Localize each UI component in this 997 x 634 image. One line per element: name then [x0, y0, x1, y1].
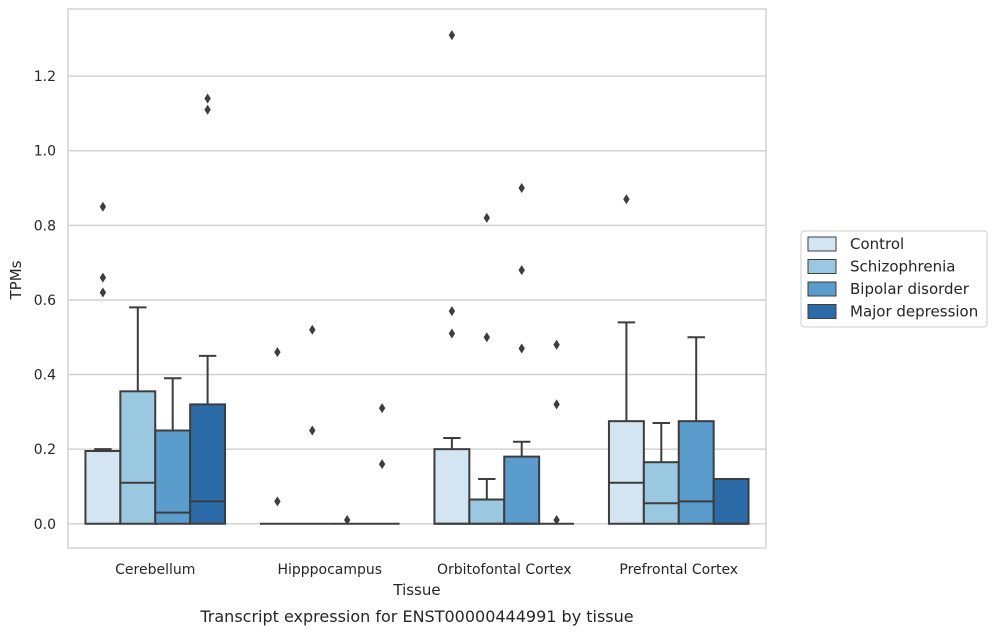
x-tick-label: Cerebellum: [115, 562, 195, 578]
outlier-point: [274, 496, 281, 507]
plot-frame: [67, 8, 767, 549]
box-bipolar-disorder: [329, 515, 365, 526]
x-axis-label: Tissue: [392, 581, 440, 599]
box-body: [468, 498, 506, 525]
box-body: [84, 450, 122, 525]
x-tick-labels: Cerebellum Hipppocampus Orbitofontal Corte…: [115, 562, 738, 578]
box-body: [677, 420, 715, 525]
outlier-point: [448, 328, 456, 339]
box-control: [259, 347, 295, 525]
box-body: [119, 390, 157, 525]
box-body: [189, 403, 227, 525]
box-control: [433, 30, 471, 525]
box-bipolar-disorder: [677, 336, 715, 525]
outlier-point: [518, 183, 525, 194]
legend-label: Bipolar disorder: [850, 280, 970, 298]
outlier-point: [309, 425, 316, 436]
outlier-point: [344, 515, 351, 526]
box-bipolar-disorder: [154, 377, 192, 525]
y-tick-label: 1.0: [34, 144, 56, 160]
y-tick-labels: 0.0 0.2 0.4 0.6 0.8 1.0 1.2: [34, 69, 56, 533]
legend-label: Control: [850, 235, 904, 253]
legend-frame: [800, 230, 988, 328]
box-major-depression: [539, 339, 575, 526]
y-tick-label: 0.4: [34, 368, 56, 384]
outlier-point: [553, 515, 560, 526]
outlier-point: [553, 339, 560, 350]
box-major-depression: [364, 403, 400, 525]
outlier-point: [204, 93, 211, 104]
outlier-point: [448, 30, 456, 41]
box-schizophrenia: [642, 422, 680, 525]
outlier-point: [448, 306, 456, 317]
legend-swatch: [807, 259, 837, 274]
outlier-point: [623, 194, 630, 205]
y-tick-label: 0.6: [34, 293, 56, 309]
y-tick-label: 0.2: [34, 442, 56, 458]
legend-label: Schizophrenia: [850, 258, 955, 276]
box-body: [712, 477, 750, 525]
x-tick-label: Hipppocampus: [277, 562, 382, 578]
box-schizophrenia: [119, 306, 157, 525]
outlier-point: [309, 324, 316, 335]
box-bipolar-disorder: [503, 183, 541, 525]
outlier-point: [518, 343, 525, 354]
outlier-point: [483, 212, 490, 223]
outlier-point: [518, 265, 525, 276]
y-tick-label: 1.2: [34, 69, 56, 85]
box-major-depression: [712, 477, 750, 525]
y-tick-label: 0.0: [34, 517, 56, 533]
box-control: [84, 201, 122, 525]
legend-swatch: [807, 236, 837, 252]
y-tick-label: 0.8: [34, 218, 56, 234]
legend-swatch: [807, 281, 837, 297]
box-plot-marks: [84, 30, 750, 526]
box-body: [433, 448, 471, 525]
outlier-point: [483, 332, 490, 343]
x-tick-label: Prefrontal Cortex: [619, 562, 738, 578]
figure-caption: Transcript expression for ENST0000044499…: [199, 607, 633, 626]
box-control: [607, 194, 645, 525]
x-tick-label: Orbitofontal Cortex: [437, 562, 572, 578]
outlier-point: [99, 201, 107, 212]
box-body: [607, 420, 645, 525]
box-body: [642, 461, 680, 525]
box-body: [154, 429, 192, 525]
outlier-point: [378, 459, 386, 470]
box-body: [503, 455, 541, 525]
box-schizophrenia: [294, 324, 330, 525]
outlier-point: [99, 287, 107, 298]
legend: Control Schizophrenia Bipolar disorder Majo…: [800, 230, 988, 328]
box-major-depression: [189, 93, 227, 525]
outlier-point: [204, 104, 211, 115]
outlier-point: [553, 399, 560, 410]
box-schizophrenia: [468, 212, 506, 525]
outlier-point: [378, 403, 386, 414]
outlier-point: [274, 347, 281, 358]
legend-swatch: [807, 304, 837, 319]
y-axis-label: TPMs: [7, 260, 25, 300]
outlier-point: [99, 272, 107, 283]
legend-label: Major depression: [850, 303, 978, 321]
